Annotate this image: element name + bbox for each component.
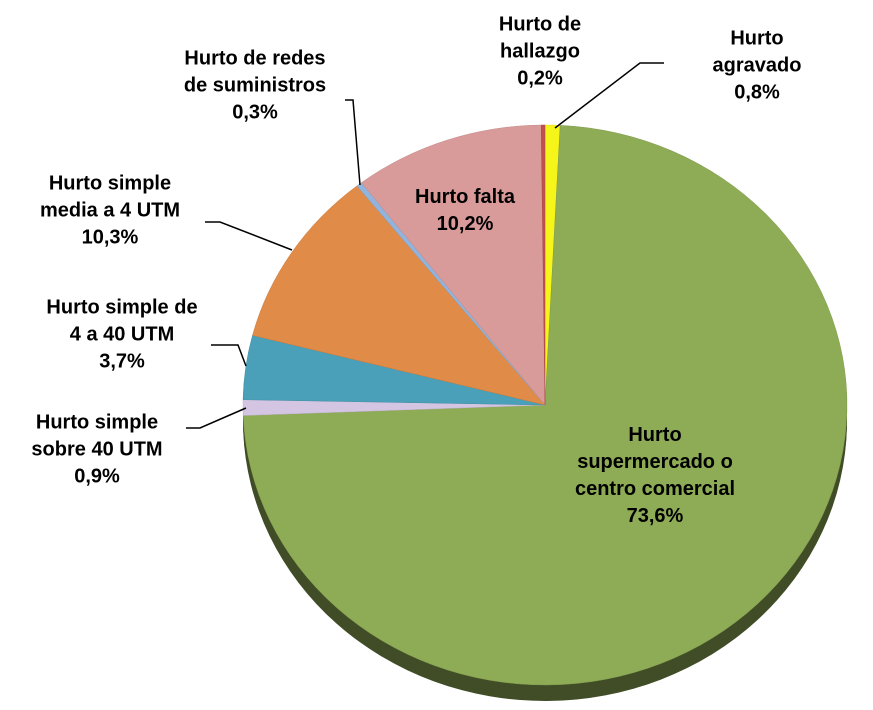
slice-value: 0,9% (74, 465, 120, 488)
slice-label: Hurto de redes de suministros 0,3% (184, 46, 326, 127)
slice-value: 73,6% (626, 505, 684, 527)
slice-name: Hurto simple de 4 a 40 UTM (46, 296, 198, 346)
slice-label: Hurto simple de 4 a 40 UTM 3,7% (46, 295, 197, 376)
slice-value: 10,2% (436, 213, 494, 235)
slice-value: 0,8% (734, 81, 780, 104)
slice-name: Hurto simple media a 4 UTM (39, 172, 181, 222)
slice-value: 0,2% (517, 67, 563, 90)
leader-line (554, 62, 664, 129)
slice-label: Hurto simple media a 4 UTM 10,3% (40, 171, 180, 252)
slice-label: Hurto supermercado o centro comercial 73,… (575, 422, 735, 530)
slice (540, 124, 546, 406)
slice-label: Hurto de hallazgo 0,2% (499, 12, 581, 93)
leader-line (205, 221, 293, 251)
leader-line (186, 407, 247, 429)
slice-value: 3,7% (99, 350, 145, 373)
slice-label: Hurto falta 10,2% (415, 184, 515, 238)
slice-name: Hurto de hallazgo (498, 13, 582, 63)
leader-line (211, 344, 247, 367)
slice-name: Hurto de redes de suministros (183, 47, 327, 97)
leader-line (345, 99, 361, 186)
slice-label: Hurto agravado 0,8% (699, 26, 815, 107)
slice-name: Hurto falta (415, 186, 515, 208)
slice-label: Hurto simple sobre 40 UTM 0,9% (31, 410, 162, 491)
slice-name: Hurto supermercado o centro comercial (574, 424, 736, 500)
slice (361, 124, 546, 406)
slice (252, 185, 546, 406)
slice-value: 10,3% (81, 226, 139, 249)
slice-value: 0,3% (232, 101, 278, 124)
slice-name: Hurto simple sobre 40 UTM (31, 411, 163, 461)
slice-name: Hurto agravado (712, 27, 802, 77)
